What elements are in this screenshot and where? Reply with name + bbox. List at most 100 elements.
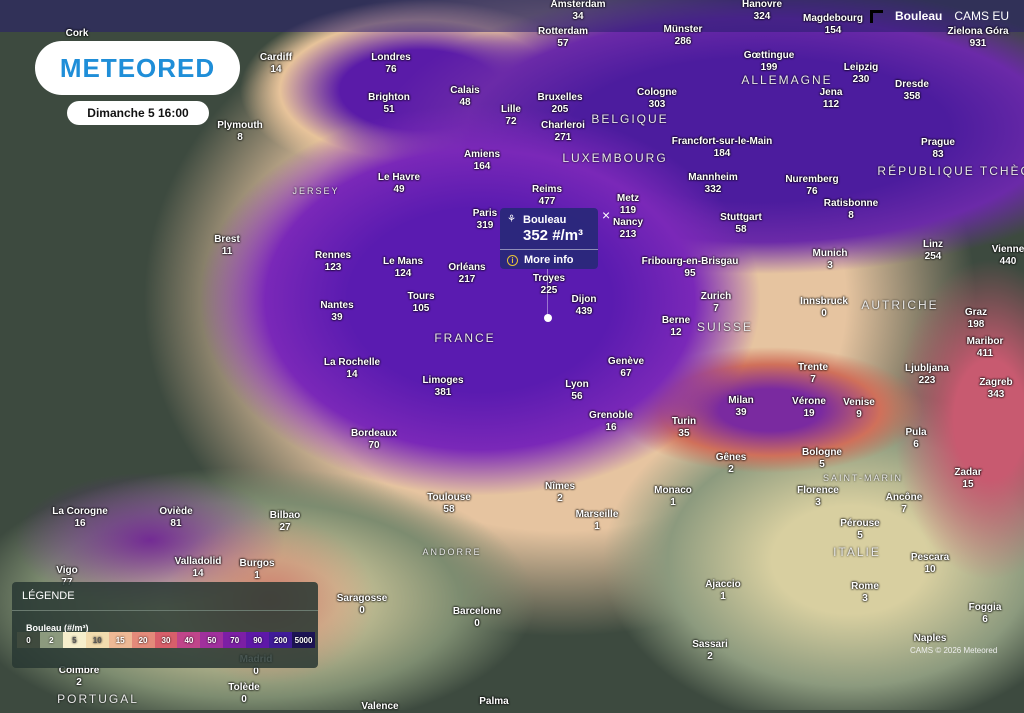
city-label[interactable]: Nuremberg 76 — [785, 174, 838, 198]
meteored-logo[interactable]: METEORED — [35, 41, 240, 95]
city-label[interactable]: Nancy 213 — [613, 217, 643, 241]
city-label[interactable]: Grenoble 16 — [589, 410, 633, 434]
more-info-link[interactable]: i More info — [507, 254, 574, 266]
model-name[interactable]: CAMS EU — [954, 9, 1010, 23]
city-label[interactable]: Bilbao 27 — [270, 510, 301, 534]
city-label[interactable]: Barcelone 0 — [453, 606, 501, 630]
city-label[interactable]: Oviède 81 — [159, 506, 192, 530]
city-label[interactable]: Rotterdam 57 — [538, 26, 588, 50]
city-label[interactable]: Orléans 217 — [448, 262, 485, 286]
city-label[interactable]: Hanovre 324 — [742, 0, 782, 23]
city-label[interactable]: Coimbre 2 — [59, 665, 100, 689]
city-label[interactable]: Münster 286 — [664, 24, 703, 48]
city-label[interactable]: Pescara 10 — [911, 552, 949, 576]
city-label[interactable]: Londres 76 — [371, 52, 410, 76]
city-label[interactable]: Leipzig 230 — [844, 62, 878, 86]
city-label[interactable]: Zagreb 343 — [979, 377, 1012, 401]
city-label[interactable]: Rennes 123 — [315, 250, 351, 274]
city-label[interactable]: Paris 319 — [473, 208, 497, 232]
city-label[interactable]: Berne 12 — [662, 315, 690, 339]
city-value: 81 — [170, 518, 182, 529]
city-label[interactable]: Ratisbonne 8 — [824, 198, 878, 222]
close-icon[interactable]: × — [602, 207, 611, 223]
city-label[interactable]: Lyon 56 — [565, 379, 589, 403]
city-label[interactable]: Bologne 5 — [802, 447, 842, 471]
city-label[interactable]: Turin 35 — [672, 416, 696, 440]
city-label[interactable]: Marseille 1 — [576, 509, 619, 533]
city-label[interactable]: Valladolid 14 — [175, 556, 222, 580]
city-label[interactable]: Naples — [914, 633, 947, 645]
city-label[interactable]: Stuttgart 58 — [720, 212, 762, 236]
city-label[interactable]: Le Mans 124 — [383, 256, 423, 280]
city-label[interactable]: Munich 3 — [813, 248, 848, 272]
city-label[interactable]: Fribourg-en-Brisgau 95 — [642, 256, 739, 280]
city-label[interactable]: Reims 477 — [532, 184, 562, 208]
city-label[interactable]: Vienne 440 — [992, 244, 1024, 268]
city-label[interactable]: Amiens 164 — [464, 149, 500, 173]
city-label[interactable]: Amsterdam 34 — [550, 0, 605, 23]
city-label[interactable]: Calais 48 — [450, 85, 479, 109]
city-label[interactable]: Bordeaux 70 — [351, 428, 397, 452]
layer-selector[interactable]: Bouleau CAMS EU — [870, 9, 1009, 23]
city-label[interactable]: Venise 9 — [843, 397, 875, 421]
city-label[interactable]: Charleroi 271 — [541, 120, 585, 144]
city-label[interactable]: La Corogne 16 — [52, 506, 108, 530]
city-label[interactable]: Prague 83 — [921, 137, 955, 161]
city-label[interactable]: Ancône 7 — [886, 492, 923, 516]
city-label[interactable]: Palma — [479, 696, 508, 708]
city-label[interactable]: Metz 119 — [617, 193, 639, 217]
city-label[interactable]: Limoges 381 — [422, 375, 463, 399]
city-label[interactable]: Nantes 39 — [320, 300, 353, 324]
city-label[interactable]: Le Havre 49 — [378, 172, 420, 196]
city-label[interactable]: Maribor 411 — [967, 336, 1004, 360]
city-label[interactable]: Troyes 225 — [533, 273, 565, 297]
city-label[interactable]: Monaco 1 — [654, 485, 692, 509]
city-label[interactable]: Milan 39 — [728, 395, 754, 419]
city-label[interactable]: Linz 254 — [923, 239, 943, 263]
city-label[interactable]: Foggia 6 — [969, 602, 1002, 626]
city-label[interactable]: Vérone 19 — [792, 396, 826, 420]
city-label[interactable]: Saragosse 0 — [337, 593, 388, 617]
city-label[interactable]: Burgos 1 — [240, 558, 275, 582]
city-label[interactable]: Dijon 439 — [572, 294, 597, 318]
city-label[interactable]: Rome 3 — [851, 581, 879, 605]
city-label[interactable]: Trente 7 — [798, 362, 828, 386]
city-label[interactable]: Jena 112 — [820, 87, 843, 111]
city-label[interactable]: Plymouth 8 — [217, 120, 263, 144]
city-label[interactable]: Brighton 51 — [368, 92, 410, 116]
city-label[interactable]: Brest 11 — [214, 234, 240, 258]
city-label[interactable]: Pérouse 5 — [840, 518, 879, 542]
city-label[interactable]: Valence — [361, 701, 398, 713]
legend-title[interactable]: LÉGENDE — [22, 590, 75, 602]
city-label[interactable]: Pula 6 — [905, 427, 926, 451]
city-label[interactable]: Cork — [66, 28, 89, 40]
city-label[interactable]: Gœttingue 199 — [744, 50, 795, 74]
city-label[interactable]: Toulouse 58 — [427, 492, 471, 516]
location-pin[interactable] — [544, 314, 552, 322]
city-label[interactable]: Sassari 2 — [692, 639, 728, 663]
city-label[interactable]: Tours 105 — [407, 291, 434, 315]
city-label[interactable]: Dresde 358 — [895, 79, 929, 103]
city-label[interactable]: Innsbruck 0 — [800, 296, 848, 320]
city-label[interactable]: La Rochelle 14 — [324, 357, 380, 381]
city-label[interactable]: Cardiff 14 — [260, 52, 292, 76]
city-label[interactable]: Bruxelles 205 — [537, 92, 582, 116]
city-label[interactable]: Cologne 303 — [637, 87, 677, 111]
city-value: 124 — [394, 268, 412, 279]
city-label[interactable]: Ljubljana 223 — [905, 363, 949, 387]
city-label[interactable]: Magdebourg 154 — [803, 13, 863, 37]
city-label[interactable]: Zielona Góra 931 — [947, 26, 1008, 50]
city-label[interactable]: Mannheim 332 — [688, 172, 737, 196]
city-label[interactable]: Francfort-sur-le-Main 184 — [672, 136, 773, 160]
city-label[interactable]: Gênes 2 — [716, 452, 747, 476]
city-label[interactable]: Nîmes 2 — [545, 481, 575, 505]
date-time-badge[interactable]: Dimanche 5 16:00 — [67, 101, 209, 125]
city-label[interactable]: Lille 72 — [501, 104, 521, 128]
city-label[interactable]: Graz 198 — [965, 307, 987, 331]
city-label[interactable]: Tolède 0 — [228, 682, 259, 706]
city-label[interactable]: Zadar 15 — [954, 467, 981, 491]
city-label[interactable]: Ajaccio 1 — [705, 579, 741, 603]
city-label[interactable]: Genève 67 — [608, 356, 644, 380]
city-label[interactable]: Florence 3 — [797, 485, 839, 509]
city-label[interactable]: Zurich 7 — [701, 291, 732, 315]
